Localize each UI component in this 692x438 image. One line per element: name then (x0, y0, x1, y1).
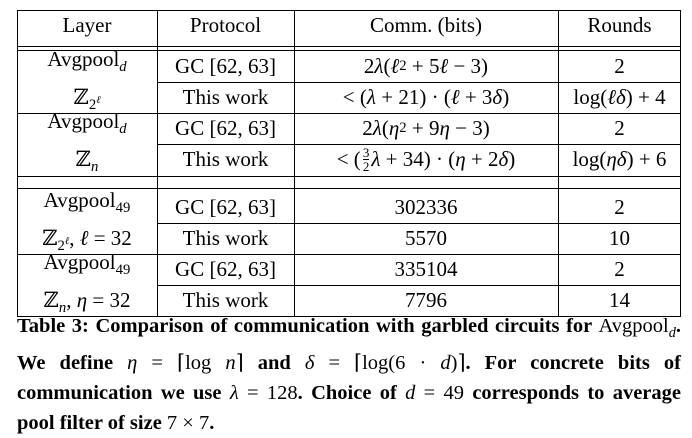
table-header-row: Layer Protocol Comm. (bits) Rounds (17, 10, 681, 41)
rule-partial (157, 285, 681, 286)
group3-layer-line1: Avgpool49 (43, 187, 131, 216)
group2-layer-line2: ℤn (75, 147, 99, 176)
protocol-cell: This work (182, 85, 269, 109)
header-rounds: Rounds (587, 13, 652, 37)
group2-layer-line1: Avgpoold (47, 108, 127, 137)
comm-cell: 5570 (405, 226, 447, 250)
protocol-cell: This work (182, 226, 269, 250)
rule-mid-2 (17, 188, 681, 189)
group4-layer: Avgpool49 ℤn, η = 32 (17, 250, 157, 316)
comm-cell: 302336 (394, 195, 458, 219)
comm-cell: 335104 (394, 257, 458, 281)
table-row: This work 5570 10 (17, 223, 681, 254)
rounds-cell: log(ℓδ) + 4 (573, 85, 666, 109)
rule-partial (157, 223, 681, 224)
rule-vertical (17, 10, 18, 317)
comm-cell: < (λ + 21) · (ℓ + 3 δ) (342, 85, 510, 109)
rule-partial (157, 82, 681, 83)
rule-vertical (157, 10, 158, 317)
group3-layer-line2: ℤ2ℓ, ℓ = 32 (42, 226, 132, 255)
rule-partial (157, 144, 681, 145)
rule-header-2 (17, 50, 681, 51)
rule-vertical (680, 10, 681, 317)
group4-layer-line2: ℤn, η = 32 (43, 288, 131, 317)
rounds-cell: 2 (614, 195, 625, 219)
rounds-cell: 2 (614, 54, 625, 78)
rule-vertical (294, 10, 295, 317)
rule-bottom (17, 316, 681, 317)
rule-vertical (558, 10, 559, 317)
protocol-cell: This work (182, 147, 269, 171)
table-row: GC [62, 63] 302336 2 (17, 192, 681, 223)
protocol-cell: GC [62, 63] (175, 195, 276, 219)
table-row: This work < (λ + 21) · (ℓ + 3 δ) log(ℓδ) … (17, 82, 681, 113)
group2-layer: Avgpoold ℤn (17, 109, 157, 175)
header-comm: Comm. (bits) (369, 13, 482, 37)
table-caption: Table 3: Comparison of communication wit… (17, 315, 682, 435)
protocol-cell: GC [62, 63] (175, 54, 276, 78)
comm-cell: 7796 (405, 288, 447, 312)
group1-layer-line2: ℤ2ℓ (73, 85, 101, 114)
header-protocol: Protocol (189, 13, 262, 37)
rounds-cell: log(ηδ) + 6 (572, 147, 667, 171)
protocol-cell: This work (182, 288, 269, 312)
rounds-cell: 10 (609, 226, 630, 250)
comm-cell: < (3 2 λ + 34) · (η + 2 δ) (336, 145, 516, 174)
group3-layer: Avgpool49 ℤ2ℓ, ℓ = 32 (17, 188, 157, 254)
protocol-cell: GC [62, 63] (175, 116, 276, 140)
rounds-cell: 2 (614, 257, 625, 281)
rounds-cell: 2 (614, 116, 625, 140)
header-layer: Layer (62, 13, 112, 37)
rule-top (17, 10, 681, 11)
table-row: This work 7796 14 (17, 285, 681, 316)
table-row: GC [62, 63] 335104 2 (17, 254, 681, 285)
caption-label: Table 3: (17, 315, 89, 337)
table-row: This work < (3 2 λ + 34) · (η + 2 δ) log(ηδ… (17, 144, 681, 175)
group4-layer-line1: Avgpool49 (43, 249, 131, 278)
rule-group (17, 113, 681, 114)
rule-mid-1 (17, 176, 681, 177)
rounds-cell: 14 (609, 288, 630, 312)
rule-header-1 (17, 46, 681, 47)
protocol-cell: GC [62, 63] (175, 257, 276, 281)
rule-group (17, 254, 681, 255)
